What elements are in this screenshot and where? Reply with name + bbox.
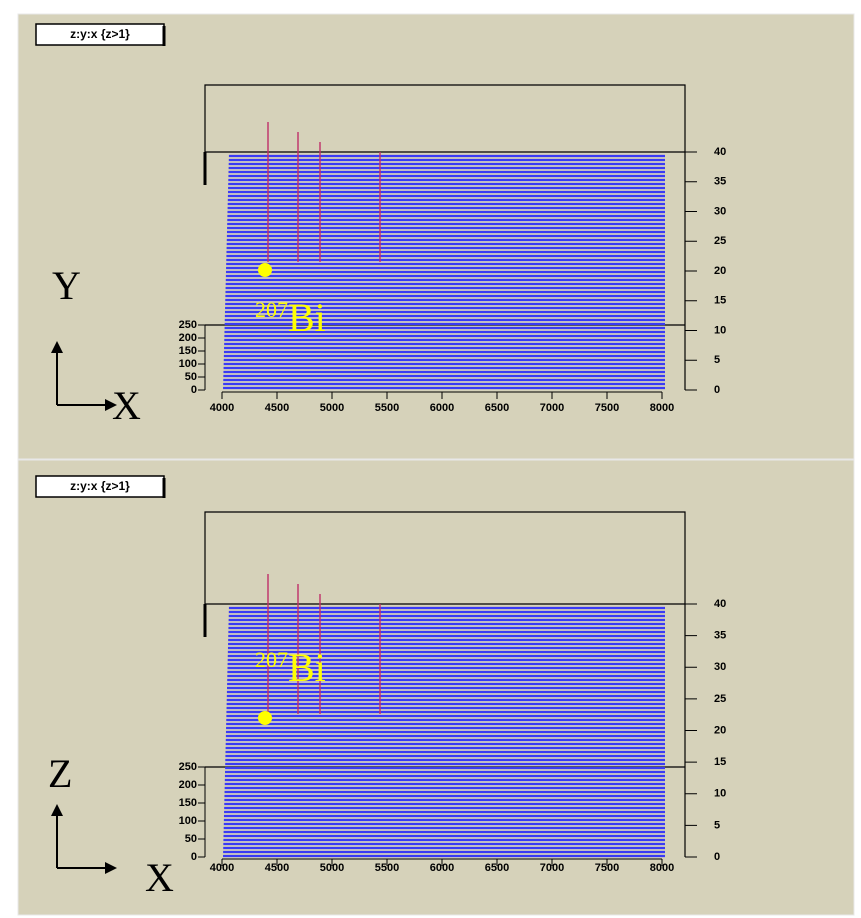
left-tick-label: 50 xyxy=(185,371,197,383)
x-tick-label: 5000 xyxy=(320,402,344,414)
vertical-axis-label: Y xyxy=(52,263,81,308)
left-tick-label: 0 xyxy=(191,384,197,396)
right-tick-label: 20 xyxy=(714,265,726,277)
left-tick-label: 100 xyxy=(179,815,197,827)
right-tick-label: 25 xyxy=(714,235,726,247)
right-tick-label: 20 xyxy=(714,724,726,736)
x-tick-label: 7000 xyxy=(540,402,564,414)
left-tick-label: 50 xyxy=(185,833,197,845)
right-tick-label: 30 xyxy=(714,205,726,217)
right-tick-label: 10 xyxy=(714,788,726,800)
x-tick-label: 6500 xyxy=(485,862,509,874)
x-tick-label: 6000 xyxy=(430,862,454,874)
x-tick-label: 6000 xyxy=(430,402,454,414)
right-tick-label: 0 xyxy=(714,384,720,396)
isotope-element: Bi xyxy=(288,295,326,340)
isotope-mass: 207 xyxy=(255,647,288,672)
right-tick-label: 10 xyxy=(714,324,726,336)
x-tick-label: 7000 xyxy=(540,862,564,874)
x-tick-label: 4000 xyxy=(210,862,234,874)
left-tick-label: 0 xyxy=(191,851,197,863)
left-tick-label: 200 xyxy=(179,332,197,344)
isotope-mass: 207 xyxy=(255,297,288,322)
right-tick-label: 30 xyxy=(714,661,726,673)
panel-title: z:y:x {z>1} xyxy=(70,27,130,41)
right-tick-label: 5 xyxy=(714,354,720,366)
x-tick-label: 4500 xyxy=(265,402,289,414)
screenshot: z:y:x {z>1}05101520253035400501001502002… xyxy=(0,0,861,918)
vertical-axis-label: Z xyxy=(48,751,72,796)
right-tick-label: 25 xyxy=(714,693,726,705)
x-tick-label: 8000 xyxy=(650,402,674,414)
left-tick-label: 250 xyxy=(179,761,197,773)
horizontal-axis-label: X xyxy=(145,855,174,900)
right-tick-label: 15 xyxy=(714,295,726,307)
right-tick-label: 15 xyxy=(714,756,726,768)
right-tick-label: 35 xyxy=(714,630,726,642)
horizontal-axis-label: X xyxy=(112,383,141,428)
isotope-element: Bi xyxy=(288,645,326,690)
left-tick-label: 250 xyxy=(179,319,197,331)
right-tick-label: 0 xyxy=(714,851,720,863)
marker-dot xyxy=(258,263,272,277)
right-tick-label: 5 xyxy=(714,819,720,831)
right-tick-label: 40 xyxy=(714,146,726,158)
panel-title: z:y:x {z>1} xyxy=(70,479,130,493)
left-tick-label: 150 xyxy=(179,797,197,809)
x-tick-label: 7500 xyxy=(595,862,619,874)
right-tick-label: 40 xyxy=(714,598,726,610)
marker-dot xyxy=(258,711,272,725)
x-tick-label: 5500 xyxy=(375,402,399,414)
x-tick-label: 5500 xyxy=(375,862,399,874)
x-tick-label: 4500 xyxy=(265,862,289,874)
x-tick-label: 7500 xyxy=(595,402,619,414)
left-tick-label: 150 xyxy=(179,345,197,357)
right-tick-label: 35 xyxy=(714,176,726,188)
left-tick-label: 200 xyxy=(179,779,197,791)
x-tick-label: 8000 xyxy=(650,862,674,874)
left-tick-label: 100 xyxy=(179,358,197,370)
x-tick-label: 6500 xyxy=(485,402,509,414)
x-tick-label: 4000 xyxy=(210,402,234,414)
x-tick-label: 5000 xyxy=(320,862,344,874)
